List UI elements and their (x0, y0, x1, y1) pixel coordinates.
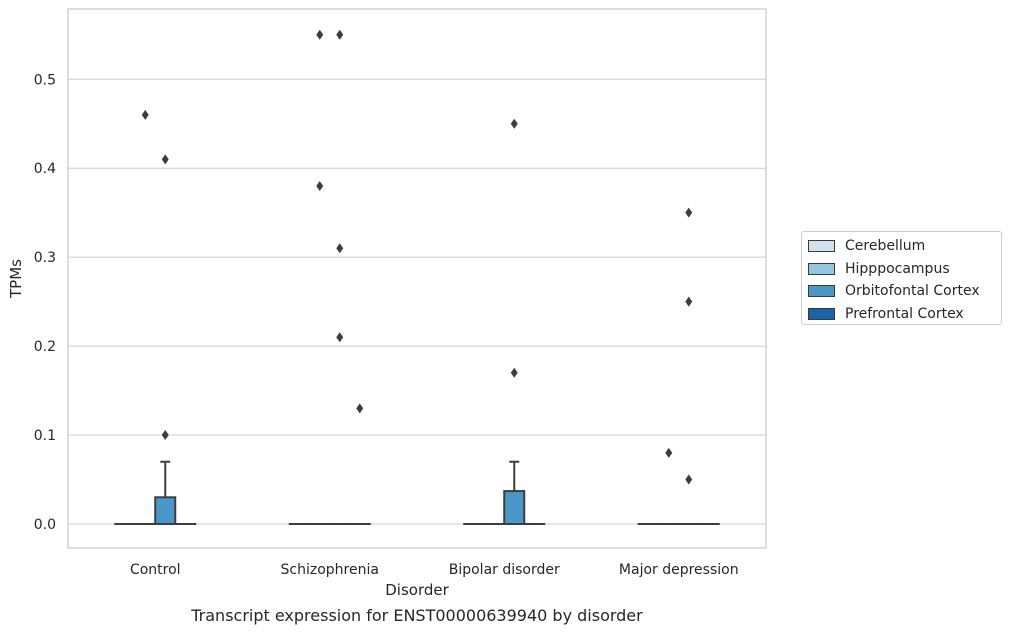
plot-frame (67, 8, 767, 549)
y-tick-label: 0.0 (34, 517, 56, 533)
outlier-point (316, 180, 324, 191)
box (503, 490, 526, 525)
outlier-point (336, 29, 344, 40)
y-tick-label: 0.4 (34, 161, 56, 177)
x-tick-label: Bipolar disorder (449, 562, 560, 578)
legend-swatch-prefrontal-cortex (808, 307, 835, 320)
y-tick-label: 0.5 (34, 72, 56, 88)
x-axis-label: Disorder (385, 581, 449, 599)
legend-label-cerebellum: Cerebellum (845, 238, 926, 255)
y-tick-label: 0.1 (34, 428, 56, 444)
legend-item-prefrontal-cortex: Prefrontal Cortex (808, 303, 1001, 326)
box (154, 496, 177, 525)
x-tick-label: Control (130, 562, 181, 578)
outlier-point (161, 154, 169, 165)
legend-swatch-cerebellum (808, 240, 835, 253)
legend-label-hippocampus: Hipppocampus (845, 260, 950, 277)
legend-item-cerebellum: Cerebellum (808, 235, 1001, 258)
legend-item-orbitofrontal-cortex: Orbitofontal Cortex (808, 280, 1001, 303)
outlier-point (336, 243, 344, 254)
y-tick-label: 0.2 (34, 339, 56, 355)
outlier-point (316, 29, 324, 40)
outlier-point (356, 403, 364, 414)
outlier-point (685, 474, 693, 485)
legend-label-prefrontal-cortex: Prefrontal Cortex (845, 305, 964, 322)
outlier-point (510, 118, 518, 129)
y-axis-label: TPMs (7, 259, 25, 299)
legend-swatch-hippocampus (808, 262, 835, 275)
outlier-point (161, 430, 169, 441)
legend-label-orbitofrontal-cortex: Orbitofontal Cortex (845, 283, 980, 300)
outlier-point (510, 367, 518, 378)
y-tick-label: 0.3 (34, 250, 56, 266)
outlier-point (685, 296, 693, 307)
legend-swatch-orbitofrontal-cortex (808, 285, 835, 298)
x-tick-label: Major depression (619, 562, 739, 578)
figure-caption: Transcript expression for ENST0000063994… (191, 606, 643, 625)
outlier-point (665, 447, 673, 458)
outlier-point (685, 207, 693, 218)
chart-legend: Cerebellum Hipppocampus Orbitofontal Cor… (801, 231, 1002, 325)
legend-item-hippocampus: Hipppocampus (808, 258, 1001, 281)
outlier-point (336, 332, 344, 343)
outlier-point (141, 109, 149, 120)
x-tick-label: Schizophrenia (281, 562, 379, 578)
